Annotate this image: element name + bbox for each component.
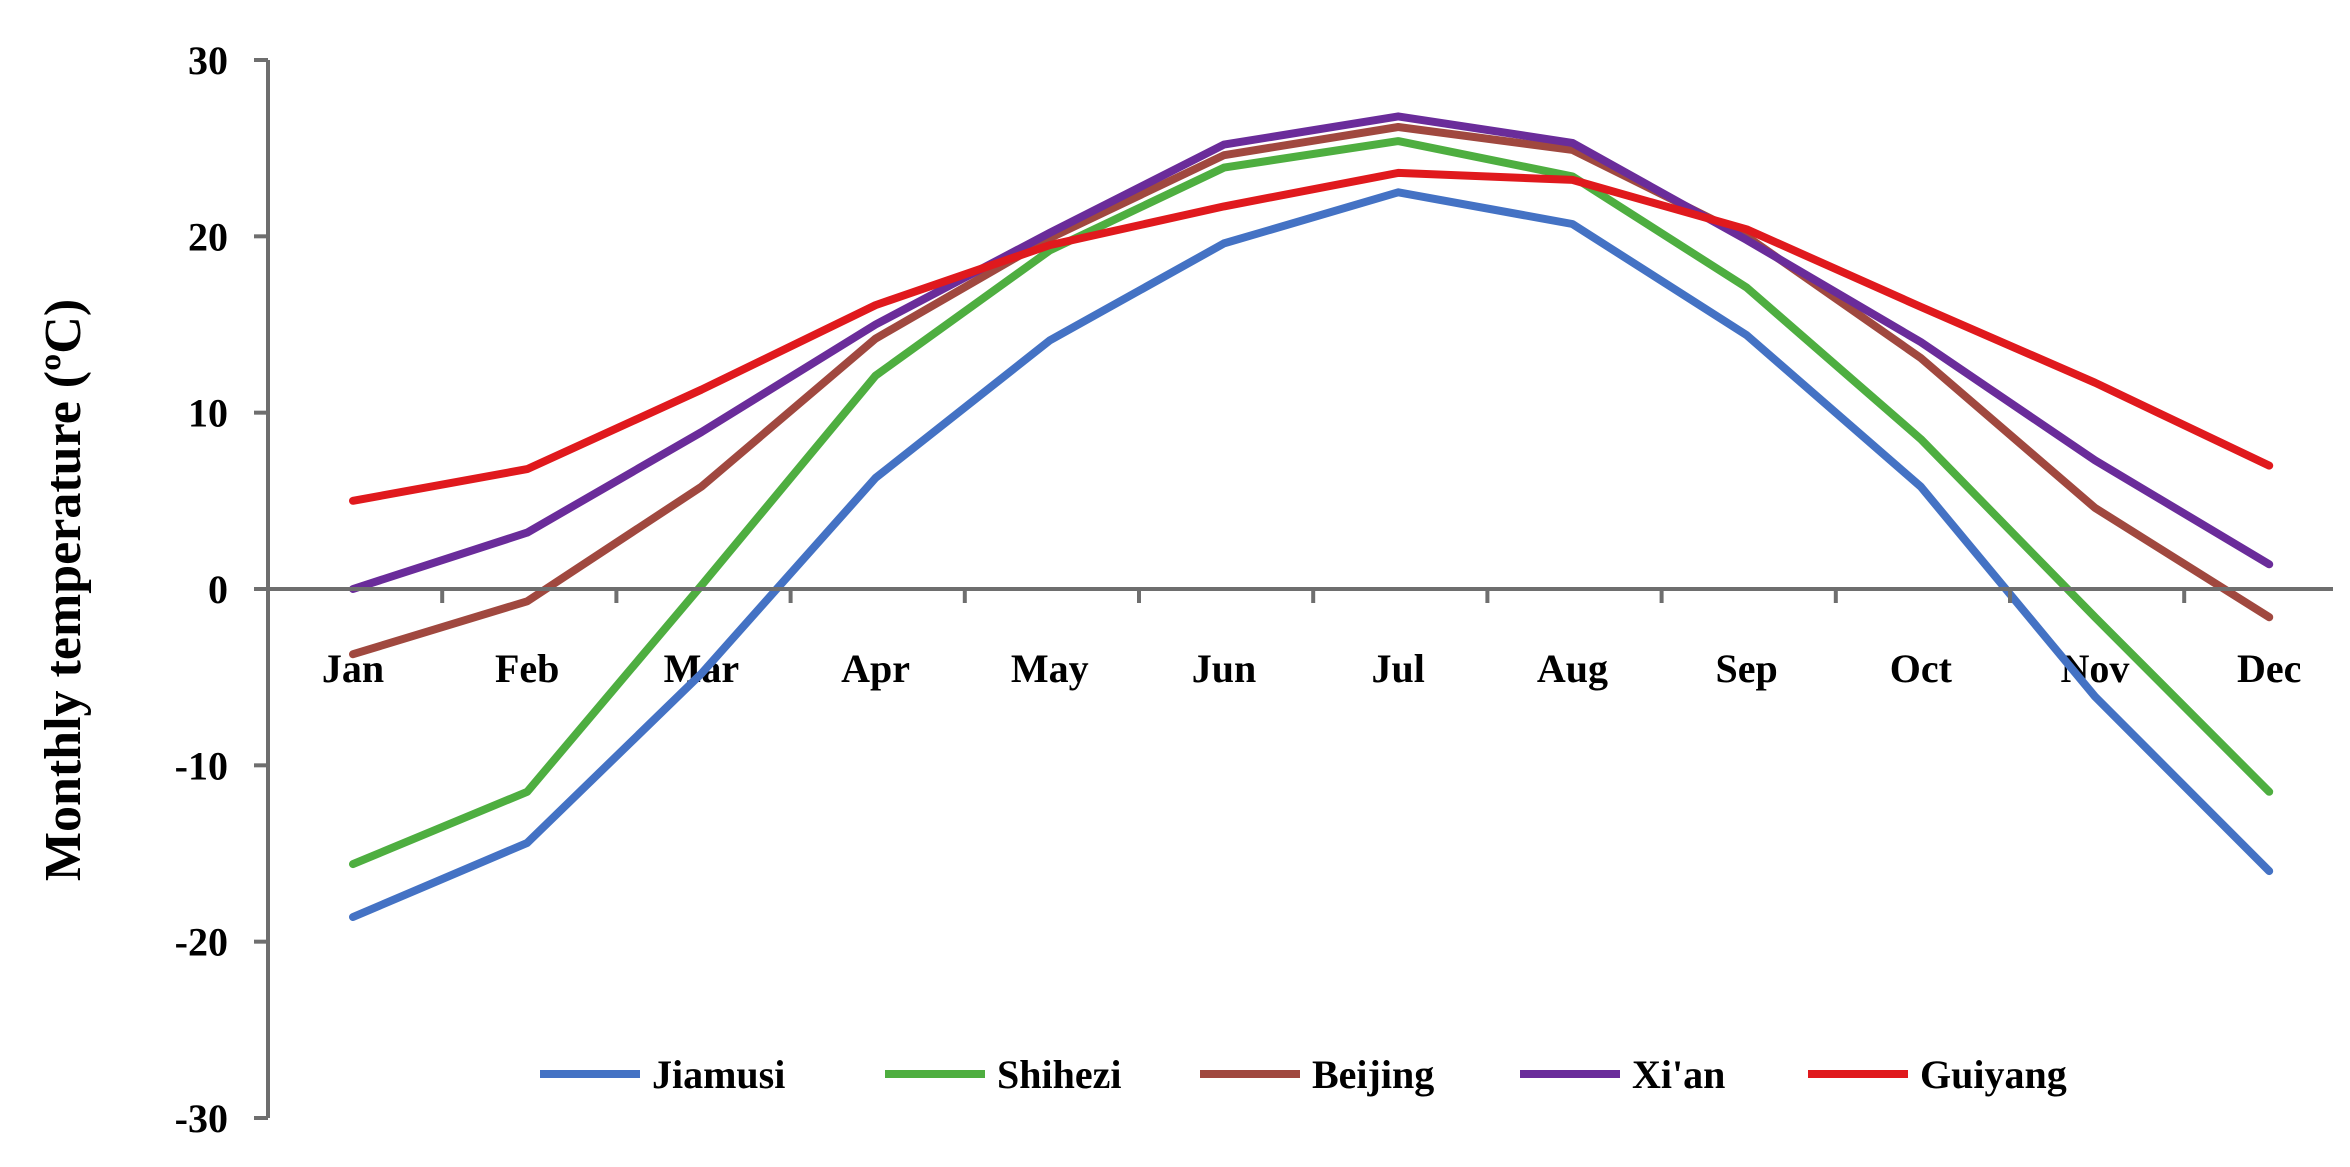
x-tick-label: Sep [1715, 646, 1777, 691]
series-line-jiamusi [349, 188, 2274, 921]
y-tick-label: 20 [188, 214, 228, 259]
series-line-shihezi [349, 137, 2274, 869]
x-tick-label: Jun [1192, 646, 1257, 691]
series-line-guiyang [349, 168, 2274, 505]
x-tick-label: Dec [2237, 646, 2301, 691]
legend: Jiamusi Shihezi Beijing Xi'an Guiyang [540, 1052, 2067, 1097]
y-tick-label: 10 [188, 391, 228, 436]
x-tick-label: Feb [495, 646, 559, 691]
y-tick-label: -10 [175, 743, 228, 788]
x-tick-label: Jul [1372, 646, 1425, 691]
series-line-beijing [349, 123, 2274, 659]
x-tick-label: Aug [1537, 646, 1608, 691]
x-tick-label: Apr [841, 646, 910, 691]
legend-label: Shihezi [997, 1052, 1121, 1097]
y-tick-label: -30 [175, 1096, 228, 1141]
legend-label: Xi'an [1632, 1052, 1725, 1097]
legend-label: Guiyang [1920, 1052, 2067, 1097]
y-tick-label: 0 [208, 567, 228, 612]
x-tick-label: May [1011, 646, 1089, 691]
y-tick-label: 30 [188, 38, 228, 83]
series-line-xi-an [349, 112, 2274, 593]
legend-label: Beijing [1312, 1052, 1434, 1097]
legend-label: Jiamusi [652, 1052, 785, 1097]
y-axis-title: Monthly temperature (ºC) [35, 299, 92, 881]
x-tick-label: Oct [1890, 646, 1953, 691]
y-tick-label: -20 [175, 920, 228, 965]
